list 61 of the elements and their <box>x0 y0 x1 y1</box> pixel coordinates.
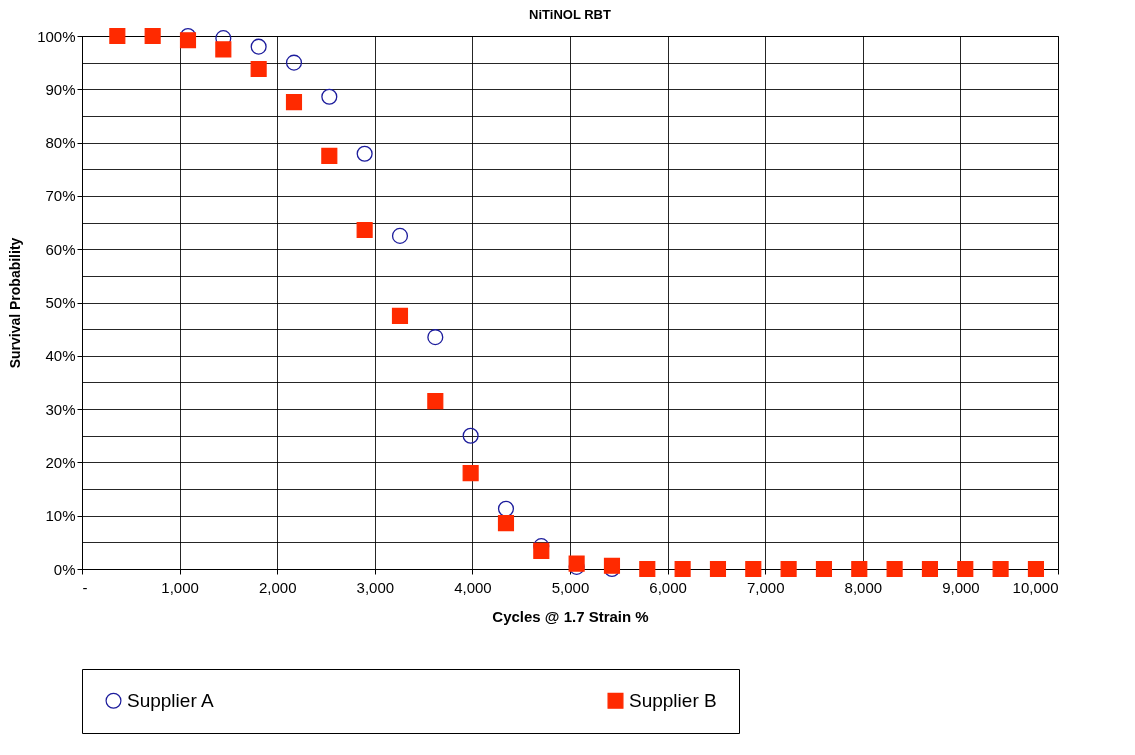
point <box>427 329 444 346</box>
point <box>285 94 303 111</box>
x-tick-label: 4,000 <box>454 578 492 596</box>
point <box>427 393 444 410</box>
point <box>321 88 338 105</box>
point <box>886 560 903 578</box>
x-tick-label: 1,000 <box>161 578 199 596</box>
x-axis-title: Cycles @ 1.7 Strain % <box>492 607 649 625</box>
point <box>639 560 656 578</box>
point <box>497 515 515 532</box>
x-tick-label: 5,000 <box>551 578 590 596</box>
x-tick-label: 10,000 <box>1012 578 1059 596</box>
point <box>815 560 833 578</box>
point <box>179 32 197 49</box>
point <box>745 560 762 578</box>
point <box>356 145 373 162</box>
point <box>851 560 868 578</box>
point <box>285 54 303 71</box>
point <box>250 38 267 55</box>
y-tick-label: 60% <box>45 240 76 258</box>
legend-label: Supplier B <box>629 689 717 711</box>
y-tick-label: 30% <box>45 400 76 418</box>
point <box>321 147 338 164</box>
point <box>780 560 797 578</box>
x-tick-label: 8,000 <box>844 578 883 596</box>
y-tick-label: 80% <box>45 134 76 152</box>
y-tick-label: 50% <box>45 294 76 311</box>
point <box>497 500 515 517</box>
chart-title: NiTiNOL RBT <box>529 6 611 22</box>
y-axis-title: Survival Probability <box>7 237 24 369</box>
point <box>533 542 550 559</box>
point <box>957 560 974 578</box>
y-tick-label: 40% <box>45 347 76 365</box>
x-tick-label: 2,000 <box>258 578 297 596</box>
point <box>250 60 267 78</box>
y-tick-label: 10% <box>45 507 76 525</box>
y-tick-label: 20% <box>45 453 76 471</box>
point <box>921 560 939 578</box>
point <box>462 464 479 482</box>
x-tick-label: 3,000 <box>356 578 395 596</box>
x-tick-label: 6,000 <box>649 578 687 596</box>
point <box>992 560 1009 578</box>
y-tick-label: 90% <box>45 80 76 98</box>
point <box>674 560 691 578</box>
point <box>144 27 161 45</box>
point <box>391 307 409 324</box>
point <box>462 427 479 444</box>
y-tick-label: 0% <box>53 560 76 578</box>
y-tick-label: 100% <box>37 27 76 45</box>
point <box>215 41 232 58</box>
y-tick-label: 70% <box>45 187 76 205</box>
legend-label: Supplier A <box>127 689 214 711</box>
x-tick-label: 9,000 <box>942 578 980 596</box>
point <box>356 221 373 239</box>
point <box>1027 560 1045 578</box>
point <box>391 227 409 244</box>
point <box>603 557 621 574</box>
point <box>709 560 727 578</box>
x-tick-label: 7,000 <box>746 578 785 596</box>
point <box>109 27 126 45</box>
x-tick-label: - <box>82 578 88 596</box>
